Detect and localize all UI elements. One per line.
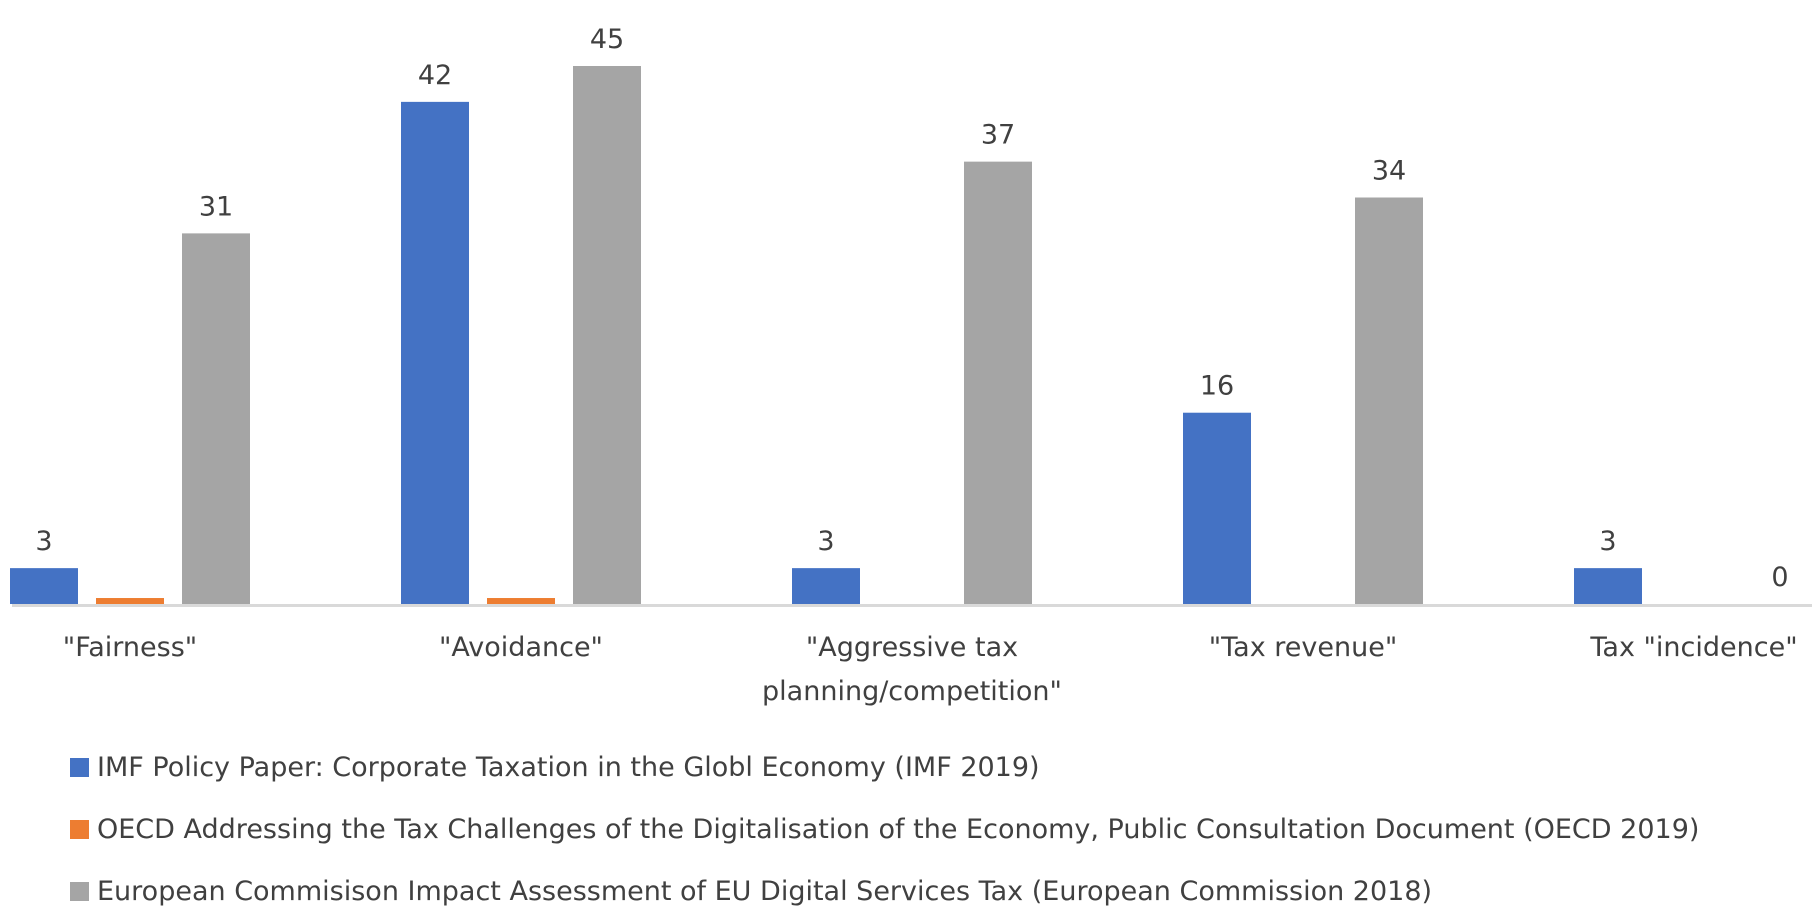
legend: IMF Policy Paper: Corporate Taxation in … xyxy=(70,736,1699,922)
bar-chart: 3 42 3 16 3 31 45 37 34 0 "Fairness" "Avoidance" "A… xyxy=(10,24,1812,707)
legend-swatch-imf xyxy=(70,757,89,777)
bars xyxy=(10,66,1642,604)
bar-s2-c2 xyxy=(964,161,1032,604)
data-label-s2-c1: 45 xyxy=(590,24,624,55)
category-labels: "Fairness" "Avoidance" "Aggressive tax plan… xyxy=(63,632,1798,707)
data-label-s0-c1: 42 xyxy=(418,60,452,91)
data-label-s2-c2: 37 xyxy=(981,120,1015,151)
bar-s0-c0 xyxy=(10,568,78,604)
category-label-4: Tax "incidence" xyxy=(1589,632,1797,663)
bar-s0-c1 xyxy=(401,101,469,604)
legend-swatch-oecd xyxy=(70,819,89,839)
bar-s0-c4 xyxy=(1574,568,1642,604)
legend-label-oecd: OECD Addressing the Tax Challenges of th… xyxy=(97,813,1700,845)
legend-item-imf: IMF Policy Paper: Corporate Taxation in … xyxy=(70,736,1699,798)
data-labels: 3 42 3 16 3 31 45 37 34 0 xyxy=(35,24,1788,593)
bar-s2-c0 xyxy=(182,233,250,604)
data-label-s2-c0: 31 xyxy=(199,191,233,222)
legend-item-oecd: OECD Addressing the Tax Challenges of th… xyxy=(70,798,1699,860)
legend-label-imf: IMF Policy Paper: Corporate Taxation in … xyxy=(97,751,1040,783)
data-label-s0-c0: 3 xyxy=(35,526,52,557)
category-label-2-line1: planning/competition" xyxy=(762,676,1062,707)
bar-s2-c1 xyxy=(573,66,641,604)
data-label-s2-c3: 34 xyxy=(1372,156,1406,187)
bar-s0-c3 xyxy=(1183,412,1251,604)
data-label-s0-c2: 3 xyxy=(817,526,834,557)
bar-s1-c1 xyxy=(487,598,555,604)
bar-s1-c0 xyxy=(96,598,164,604)
category-label-3: "Tax revenue" xyxy=(1209,632,1398,663)
data-label-s0-c3: 16 xyxy=(1200,371,1234,402)
data-label-s2-c4: 0 xyxy=(1771,562,1788,593)
legend-item-ec: European Commisison Impact Assessment of… xyxy=(70,860,1699,922)
bar-s0-c2 xyxy=(792,568,860,604)
category-label-1: "Avoidance" xyxy=(439,632,603,663)
data-label-s0-c4: 3 xyxy=(1599,526,1616,557)
category-label-0: "Fairness" xyxy=(63,632,197,663)
legend-label-ec: European Commisison Impact Assessment of… xyxy=(97,875,1433,907)
bar-s2-c3 xyxy=(1355,197,1423,604)
category-label-2-line0: "Aggressive tax xyxy=(806,632,1018,663)
legend-swatch-ec xyxy=(70,881,89,901)
